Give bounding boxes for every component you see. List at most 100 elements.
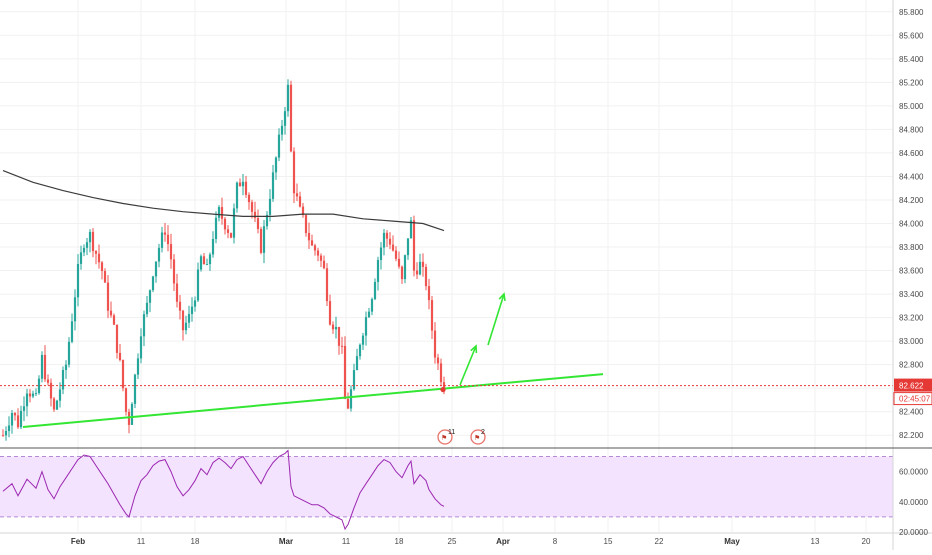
candle-body bbox=[190, 306, 194, 315]
candle-body bbox=[55, 400, 59, 410]
price-tick-label: 82.400 bbox=[899, 408, 924, 417]
candle-body bbox=[148, 290, 152, 303]
candle-body bbox=[76, 263, 80, 298]
candle-body bbox=[166, 234, 170, 245]
candle-body bbox=[391, 244, 395, 251]
candle-body bbox=[199, 256, 203, 270]
candle-body bbox=[313, 245, 317, 251]
candle-body bbox=[292, 151, 296, 194]
candle-body bbox=[175, 283, 179, 302]
candle-body bbox=[286, 84, 290, 112]
candle-body bbox=[403, 255, 407, 280]
candle-body bbox=[382, 232, 386, 248]
candle-body bbox=[223, 218, 227, 230]
candle-body bbox=[235, 182, 239, 209]
candle-body bbox=[97, 253, 101, 263]
time-tick-label: 13 bbox=[811, 537, 820, 546]
candle-body bbox=[439, 363, 443, 383]
candle-body bbox=[43, 354, 47, 380]
candle-body bbox=[406, 238, 410, 256]
candle-body bbox=[412, 220, 416, 271]
candle-body bbox=[37, 378, 41, 394]
candle-body bbox=[424, 266, 428, 287]
current-price-tag bbox=[894, 378, 932, 392]
candle-body bbox=[274, 157, 278, 173]
candle-body bbox=[31, 393, 35, 397]
time-tick-label: 18 bbox=[191, 537, 200, 546]
time-tick-label: 11 bbox=[342, 537, 351, 546]
candle-body bbox=[319, 255, 323, 261]
current-price-label: 82.622 bbox=[899, 382, 924, 391]
candle-body bbox=[208, 254, 212, 265]
candle-body bbox=[226, 229, 230, 233]
candle-body bbox=[397, 258, 401, 267]
candle-body bbox=[169, 244, 173, 260]
countdown-tag bbox=[893, 392, 932, 406]
event-count-label: 2 bbox=[481, 429, 485, 436]
candle-body bbox=[151, 276, 155, 291]
lines-layer bbox=[2, 170, 445, 531]
candle-body bbox=[256, 218, 260, 229]
candle-body bbox=[205, 264, 209, 266]
candle-body bbox=[67, 341, 71, 365]
rsi-tick-label: 40.0000 bbox=[899, 498, 928, 507]
candle-body bbox=[49, 382, 53, 399]
candle-body bbox=[73, 297, 77, 322]
candle-body bbox=[13, 412, 17, 416]
candle-body bbox=[334, 326, 338, 330]
candle-body bbox=[217, 207, 221, 218]
candle-body bbox=[115, 324, 119, 353]
candle-body bbox=[64, 364, 68, 370]
candle-body bbox=[331, 324, 335, 330]
candle-body bbox=[400, 266, 404, 280]
price-tick-label: 84.200 bbox=[899, 196, 924, 205]
candle-body bbox=[427, 286, 431, 301]
time-tick-label: 20 bbox=[862, 537, 871, 546]
candle-body bbox=[139, 336, 143, 359]
candle-body bbox=[16, 415, 20, 428]
price-tick-label: 84.800 bbox=[899, 125, 924, 134]
candle-body bbox=[52, 398, 56, 410]
time-tick-label: 11 bbox=[137, 537, 146, 546]
price-tick-label: 85.200 bbox=[899, 78, 924, 87]
projection-arrow-1[interactable] bbox=[459, 345, 477, 386]
candle-body bbox=[88, 231, 92, 243]
price-tick-label: 85.600 bbox=[899, 31, 924, 40]
candle-body bbox=[106, 282, 110, 311]
price-tick-label: 83.000 bbox=[899, 337, 924, 346]
candle-body bbox=[322, 260, 326, 269]
projection-arrow-2[interactable] bbox=[487, 293, 505, 346]
price-tick-label: 85.800 bbox=[899, 8, 924, 17]
candle-body bbox=[373, 281, 377, 300]
candle-body bbox=[91, 231, 95, 252]
countdown-label: 02:45:07 bbox=[899, 395, 931, 404]
candle-body bbox=[178, 301, 182, 311]
candle-body bbox=[376, 260, 380, 282]
candle-body bbox=[58, 389, 62, 401]
candle-body bbox=[355, 356, 359, 371]
candle-body bbox=[238, 182, 242, 187]
candle-body bbox=[181, 310, 185, 331]
candle-body bbox=[130, 403, 134, 425]
price-tick-label: 84.000 bbox=[899, 220, 924, 229]
candle-body bbox=[142, 314, 146, 337]
candle-body bbox=[82, 247, 86, 253]
flag-event-icon[interactable] bbox=[437, 429, 453, 445]
candle-body bbox=[184, 322, 188, 331]
flag-event-icon[interactable] bbox=[470, 429, 486, 445]
candle-body bbox=[298, 196, 302, 207]
candle-body bbox=[46, 379, 50, 383]
time-tick-label: 25 bbox=[448, 537, 457, 546]
candle-body bbox=[187, 314, 191, 323]
candle-body bbox=[289, 84, 293, 152]
rsi-tick-label: 60.0000 bbox=[899, 468, 928, 477]
candle-body bbox=[337, 326, 341, 346]
candle-body bbox=[433, 330, 437, 358]
candle-body bbox=[421, 261, 425, 267]
support-trendline[interactable] bbox=[22, 373, 604, 428]
candle-body bbox=[325, 268, 329, 302]
candle-body bbox=[244, 181, 248, 195]
candle-body bbox=[211, 239, 215, 255]
